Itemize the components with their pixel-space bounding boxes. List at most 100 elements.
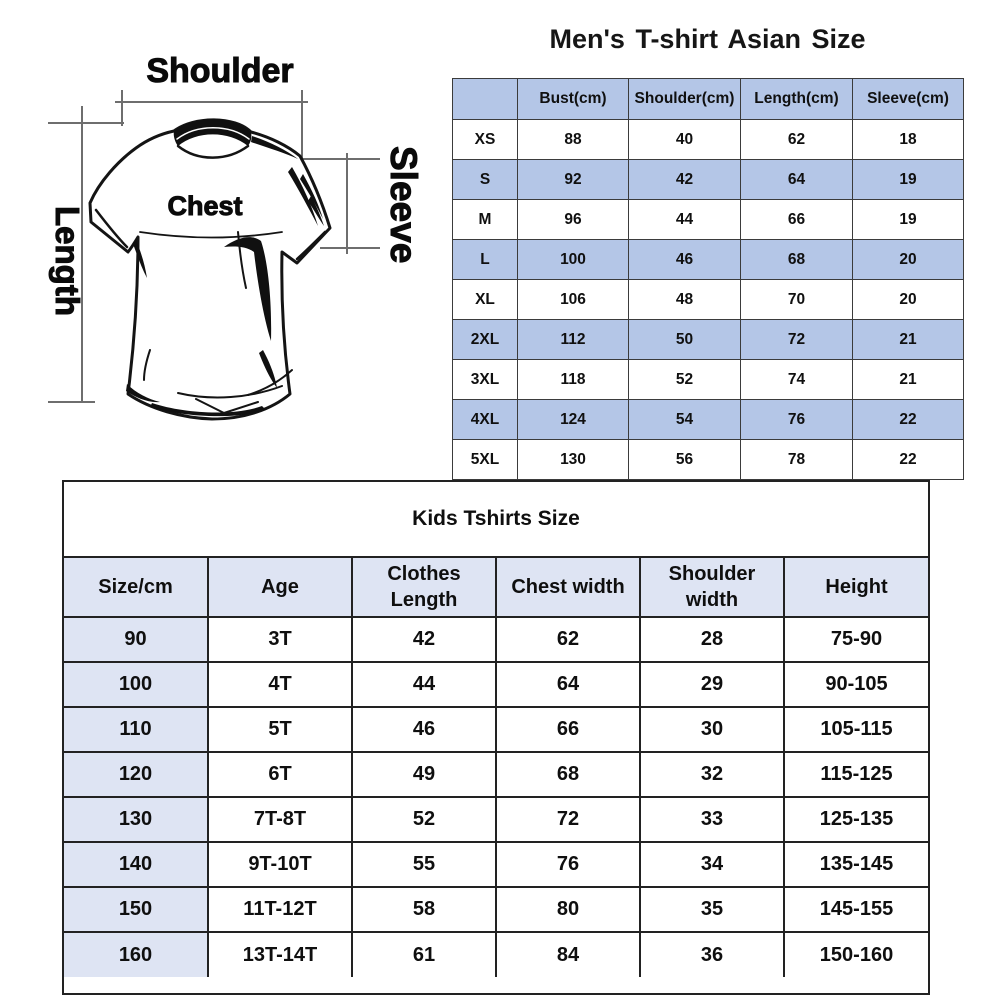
mens-row-xl: XL 106 48 70 20 [452,279,964,320]
mens-row-m: M 96 44 66 19 [452,199,964,240]
mens-value-cell: 40 [628,119,741,160]
mens-header-cell: Bust(cm) [517,78,629,120]
mens-value-cell: 130 [517,439,629,480]
chest-ellipse [139,231,283,239]
mens-size-table: Bust(cm) Shoulder(cm) Length(cm) Sleeve(cm)… [452,78,964,480]
mens-value-cell: 54 [628,399,741,440]
mens-table-body: XS 88 40 62 18 S 92 42 64 19 M 96 44 66 19 L 100 46 68 20 XL… [452,119,964,480]
mens-value-cell: 64 [740,159,853,200]
kids-table-grid: Size/cm Age Clothes Length Chest width Shoul… [63,557,929,978]
kids-value-cell: 64 [495,661,641,708]
left-cuff-line [94,208,129,249]
mens-value-cell: 20 [852,279,964,320]
kids-value-cell: 125-135 [783,796,929,843]
kids-header-cell: Size/cm [63,557,209,618]
kids-value-cell: 13T-14T [207,931,353,978]
mens-value-cell: 100 [517,239,629,280]
mens-size-cell: 5XL [452,439,518,480]
mens-value-cell: 72 [740,319,853,360]
mens-value-cell: 66 [740,199,853,240]
mens-table-title: Men's T-shirt Asian Size [549,24,866,54]
mens-value-cell: 96 [517,199,629,240]
mens-value-cell: 21 [852,359,964,400]
mens-row-3xl: 3XL 118 52 74 21 [452,359,964,400]
shading [126,136,324,417]
mens-value-cell: 88 [517,119,629,160]
mens-value-cell: 46 [628,239,741,280]
tshirt-diagram-svg [48,90,380,421]
mens-size-cell: XS [452,119,518,160]
kids-table-title: Kids Tshirts Size [64,482,928,558]
mens-value-cell: 68 [740,239,853,280]
kids-value-cell: 3T [207,616,353,663]
mens-value-cell: 112 [517,319,629,360]
mens-header-cell: Shoulder(cm) [628,78,741,120]
mens-value-cell: 76 [740,399,853,440]
mens-row-l: L 100 46 68 20 [452,239,964,280]
kids-value-cell: 61 [351,931,497,978]
kids-value-cell: 7T-8T [207,796,353,843]
kids-row-100: 100 4T 44 64 29 90-105 [63,661,929,708]
kids-value-cell: 44 [351,661,497,708]
kids-header-cell: Clothes Length [351,557,497,618]
mens-size-cell: 3XL [452,359,518,400]
kids-value-cell: 42 [351,616,497,663]
kids-size-cell: 90 [63,616,209,663]
kids-value-cell: 80 [495,886,641,933]
neckline [176,144,250,159]
kids-size-cell: 110 [63,706,209,753]
kids-value-cell: 76 [495,841,641,888]
mens-value-cell: 22 [852,399,964,440]
kids-value-cell: 11T-12T [207,886,353,933]
kids-row-130: 130 7T-8T 52 72 33 125-135 [63,796,929,843]
wrinkle-lines [143,231,293,414]
sleeve-label: Sleeve [383,146,425,264]
kids-value-cell: 62 [495,616,641,663]
length-label: Length [49,206,87,317]
tshirt-measurement-diagram: Shoulder Chest Length Sleeve [0,0,450,470]
right-cuff-line [295,230,327,261]
mens-value-cell: 20 [852,239,964,280]
mens-value-cell: 19 [852,199,964,240]
kids-header-row: Size/cm Age Clothes Length Chest width Shoul… [63,557,929,618]
kids-value-cell: 55 [351,841,497,888]
mens-value-cell: 21 [852,319,964,360]
mens-value-cell: 56 [628,439,741,480]
kids-size-cell: 150 [63,886,209,933]
kids-value-cell: 29 [639,661,785,708]
mens-value-cell: 74 [740,359,853,400]
mens-size-cell: 2XL [452,319,518,360]
kids-size-cell: 140 [63,841,209,888]
kids-row-120: 120 6T 49 68 32 115-125 [63,751,929,798]
mens-row-2xl: 2XL 112 50 72 21 [452,319,964,360]
mens-value-cell: 52 [628,359,741,400]
kids-value-cell: 49 [351,751,497,798]
mens-value-cell: 78 [740,439,853,480]
mens-size-cell: 4XL [452,399,518,440]
mens-header-cell: Sleeve(cm) [852,78,964,120]
kids-header-cell: Shoulder width [639,557,785,618]
kids-value-cell: 30 [639,706,785,753]
kids-row-150: 150 11T-12T 58 80 35 145-155 [63,886,929,933]
shoulder-label: Shoulder [146,52,294,90]
kids-size-cell: 100 [63,661,209,708]
kids-value-cell: 105-115 [783,706,929,753]
tshirt-body-outline [88,118,332,421]
mens-value-cell: 44 [628,199,741,240]
mens-value-cell: 70 [740,279,853,320]
kids-value-cell: 84 [495,931,641,978]
mens-row-4xl: 4XL 124 54 76 22 [452,399,964,440]
kids-row-110: 110 5T 46 66 30 105-115 [63,706,929,753]
mens-size-cell: S [452,159,518,200]
mens-size-cell: L [452,239,518,280]
kids-value-cell: 68 [495,751,641,798]
chest-label: Chest [167,191,243,221]
mens-value-cell: 50 [628,319,741,360]
mens-row-s: S 92 42 64 19 [452,159,964,200]
mens-header-cell [452,78,518,120]
kids-value-cell: 46 [351,706,497,753]
kids-header-cell: Height [783,557,929,618]
mens-row-5xl: 5XL 130 56 78 22 [452,439,964,480]
collar [173,118,252,146]
mens-value-cell: 92 [517,159,629,200]
